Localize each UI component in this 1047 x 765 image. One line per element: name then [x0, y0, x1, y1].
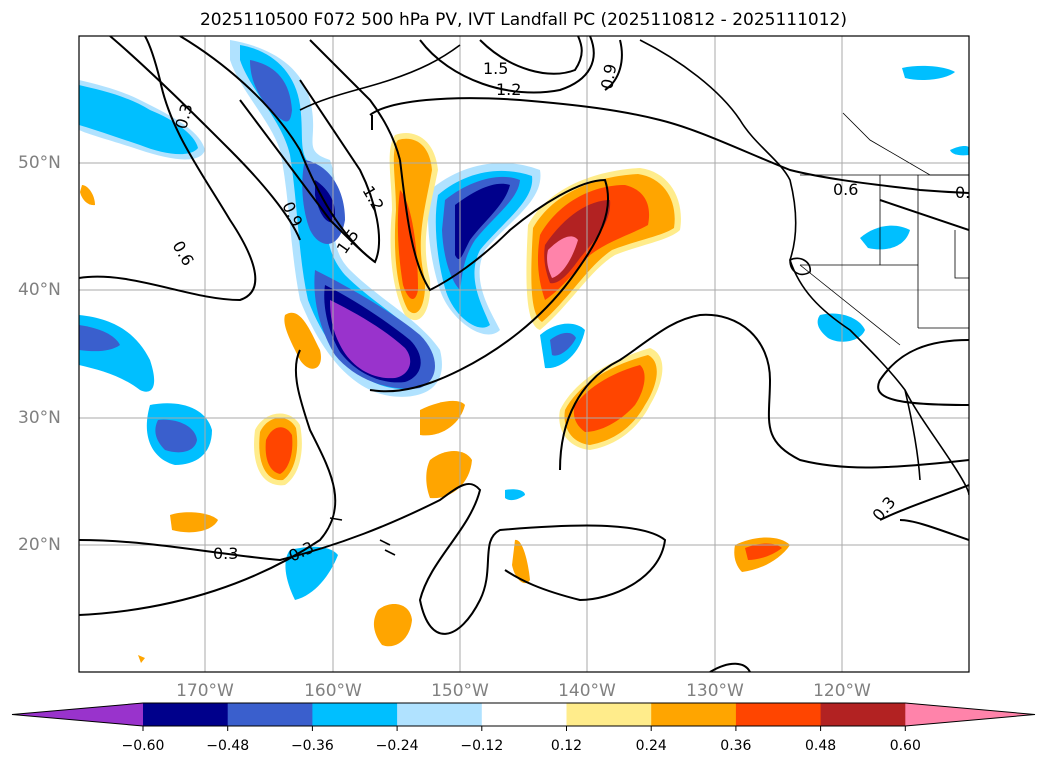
- colorbar-tick-label: −0.48: [206, 738, 250, 754]
- colorbar-segment: [312, 703, 398, 726]
- contour-label: 1.2: [359, 183, 388, 215]
- contour-label: 0.6: [955, 183, 980, 202]
- colorbar-segment: [820, 703, 906, 726]
- contour-label: 0.3: [869, 493, 900, 525]
- colorbar-extend-low: [12, 703, 143, 726]
- contour-label: 1.5: [483, 59, 508, 78]
- colorbar-tick-label: −0.12: [460, 738, 504, 754]
- colorbar-tick-label: 0.48: [805, 738, 837, 754]
- contour-label: 0.6: [169, 238, 198, 270]
- colorbar-segment: [566, 703, 652, 726]
- colorbar-segment: [143, 703, 229, 726]
- colorbar-tick-label: 0.24: [635, 738, 667, 754]
- colorbar-extend-high: [905, 703, 1035, 726]
- colorbar-tick-label: −0.36: [290, 738, 334, 754]
- lon-label: 160°W: [304, 681, 362, 701]
- lat-label: 50°N: [18, 153, 61, 173]
- colorbar-segment: [651, 703, 737, 726]
- colorbar-tick-label: 0.60: [889, 738, 921, 754]
- colorbar-tick-label: −0.24: [375, 738, 419, 754]
- graticule: [79, 36, 969, 672]
- lon-label: 130°W: [686, 681, 744, 701]
- colorbar-tick-label: −0.60: [121, 738, 165, 754]
- map-panel: 1.5 1.2 0.9 0.3 0.6 0.9 1.2 1.5 0.6 0.3 …: [78, 35, 980, 673]
- map-title: 2025110500 F072 500 hPa PV, IVT Landfall…: [199, 10, 847, 30]
- lon-label: 170°W: [176, 681, 234, 701]
- contours: [79, 36, 969, 672]
- contour-label: 0.9: [597, 62, 620, 90]
- contour-label: 1.2: [496, 80, 521, 99]
- contour-label: 0.3: [172, 102, 197, 132]
- coastline: [299, 39, 969, 556]
- colorbar-segment: [227, 703, 313, 726]
- colorbar-tick-label: 0.12: [550, 738, 583, 754]
- lat-label: 30°N: [18, 408, 61, 428]
- lat-label: 40°N: [18, 280, 61, 300]
- lon-label: 150°W: [431, 681, 489, 701]
- contour-label: 0.6: [833, 180, 858, 199]
- contour-label: 0.3: [213, 544, 238, 563]
- colorbar-segment: [481, 703, 567, 726]
- lon-label: 140°W: [558, 681, 616, 701]
- colorbar-segment: [735, 703, 822, 726]
- lat-label: 20°N: [18, 535, 61, 555]
- borders: [799, 112, 969, 346]
- lon-label: 120°W: [813, 681, 871, 701]
- colorbar-segment: [397, 703, 483, 726]
- colorbar-tick-label: 0.36: [720, 738, 752, 754]
